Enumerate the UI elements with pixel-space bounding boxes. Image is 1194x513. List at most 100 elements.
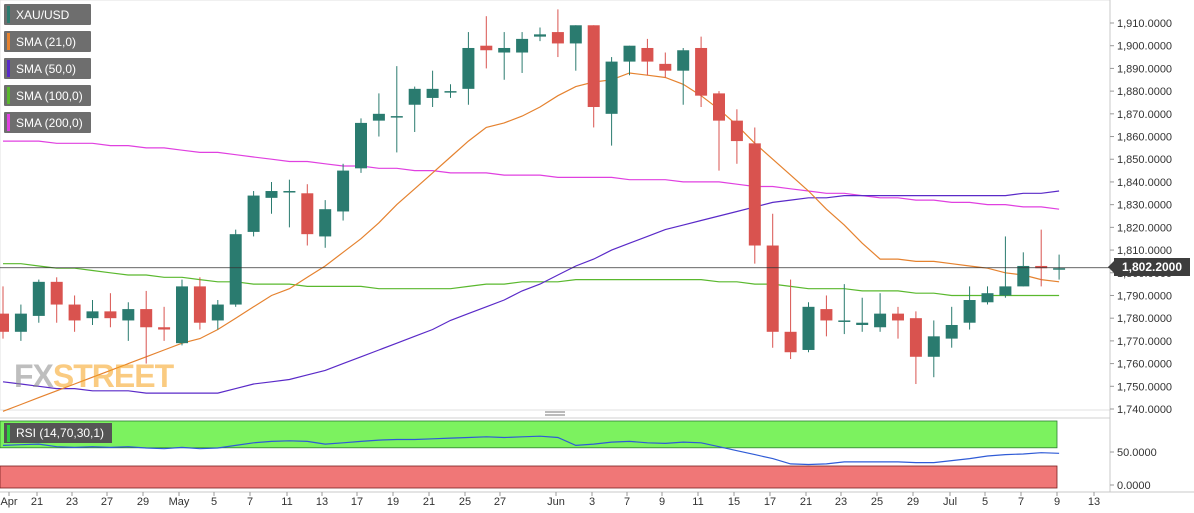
legend-swatch [7, 6, 10, 23]
axes: 1,740.0000 1,750.0000 1,760.0000 1,770.0000… [0, 18, 1172, 508]
candle [176, 279, 188, 346]
rsi-legend-item[interactable]: RSI (14,70,30,1) [4, 423, 113, 443]
candle-body [766, 245, 779, 332]
candle [820, 295, 833, 337]
price-tick-label: 1,750.0000 [1117, 381, 1172, 393]
time-tick-label: 7 [624, 496, 630, 508]
pane-splitter-handle[interactable] [545, 411, 565, 416]
candle [569, 25, 582, 71]
current-price-value: 1,802.2000 [1121, 260, 1183, 274]
legend-swatch [7, 60, 10, 77]
rsi-oversold-band [0, 465, 1058, 489]
candle-body [605, 61, 618, 114]
candle-body [516, 38, 529, 53]
candle [874, 293, 887, 332]
legend-label: SMA (50,0) [16, 61, 77, 76]
time-tick-label: 5 [211, 496, 217, 508]
candle-body [211, 304, 224, 321]
candle [86, 300, 99, 325]
legend-item-sma200[interactable]: SMA (200,0) [4, 112, 91, 133]
current-price-tag: 1,802.2000 [1108, 258, 1190, 276]
candle [784, 279, 797, 360]
time-tick-label: 15 [728, 496, 740, 508]
candle-body [927, 336, 940, 357]
sma-100-path [3, 263, 1060, 297]
candle [927, 320, 940, 378]
candle-body [748, 143, 761, 246]
candle-body [390, 116, 403, 118]
candle-body [1035, 265, 1048, 269]
candle-body [820, 309, 833, 321]
legend-item-xauusd[interactable]: XAU/USD [4, 4, 91, 25]
legend-swatch [7, 114, 10, 131]
sma-21-path [2, 72, 1060, 412]
candle-body [14, 313, 27, 332]
price-tick-label: 1,830.0000 [1117, 200, 1172, 212]
price-tick-label: 1,770.0000 [1117, 336, 1172, 348]
time-tick-label: 27 [101, 496, 113, 508]
price-tick-label: 1,740.0000 [1117, 404, 1172, 416]
candle-body [265, 191, 278, 198]
candle-body [444, 91, 457, 93]
time-tick-label: 21 [31, 496, 43, 508]
sma-100-line [3, 263, 1060, 297]
candle-body [1017, 265, 1030, 287]
candle-body [999, 286, 1012, 296]
candle [856, 297, 869, 332]
price-tick-label: 1,810.0000 [1117, 245, 1172, 257]
candle [766, 213, 779, 348]
candle-body [426, 88, 439, 98]
legend-item-sma21[interactable]: SMA (21,0) [4, 31, 91, 52]
candle [1017, 252, 1030, 287]
time-tick-label: 7 [1018, 496, 1024, 508]
legend-item-sma100[interactable]: SMA (100,0) [4, 85, 91, 106]
candle [211, 300, 224, 330]
candle-body [247, 195, 260, 232]
candle-body [319, 209, 332, 237]
time-tick-label: 29 [137, 496, 149, 508]
candle [355, 118, 367, 173]
candle [587, 25, 600, 128]
candle [659, 52, 672, 78]
candle-body [50, 281, 63, 305]
time-tick-label: 13 [1088, 496, 1100, 508]
candle-body [122, 309, 135, 321]
candle [426, 70, 439, 108]
candle [408, 86, 421, 132]
candle [193, 277, 206, 330]
candle [229, 229, 242, 307]
time-tick-label: May [169, 496, 190, 508]
time-tick-label: 25 [459, 496, 471, 508]
candle [534, 27, 546, 42]
candle [265, 181, 278, 214]
candle [283, 179, 296, 228]
candle-body [587, 25, 600, 108]
candle [677, 47, 690, 105]
time-tick-label: 23 [66, 496, 78, 508]
candle-body [193, 286, 206, 323]
time-tick-label: 17 [764, 496, 776, 508]
price-tick-label: 1,910.0000 [1117, 18, 1172, 30]
legend-item-sma50[interactable]: SMA (50,0) [4, 58, 91, 79]
candle [748, 127, 761, 264]
candle [104, 293, 117, 328]
candle-body [283, 191, 296, 193]
time-tick-label: Jul [943, 496, 957, 508]
time-tick-label: Jun [547, 496, 565, 508]
candle-body [874, 313, 887, 328]
time-tick-label: 3 [589, 496, 595, 508]
candle [14, 304, 27, 341]
watermark-street: STREET [52, 358, 174, 394]
candle [122, 302, 135, 341]
candle [158, 306, 171, 341]
candle [319, 200, 332, 248]
candle [498, 32, 511, 80]
candle [623, 45, 636, 76]
time-tick-label: 13 [316, 496, 328, 508]
price-tick-label: 1,850.0000 [1117, 154, 1172, 166]
candle [480, 16, 493, 69]
candle [945, 306, 958, 348]
legend-label: XAU/USD [16, 7, 70, 22]
price-tick-label: 1,890.0000 [1117, 63, 1172, 75]
